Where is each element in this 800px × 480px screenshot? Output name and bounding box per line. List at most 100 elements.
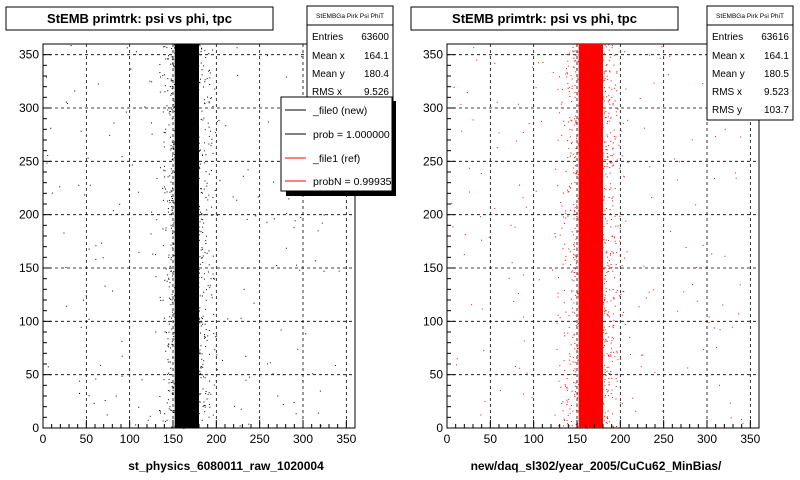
scatter-point bbox=[198, 239, 200, 241]
scatter-point bbox=[213, 332, 215, 334]
scatter-point bbox=[603, 234, 605, 236]
scatter-point bbox=[568, 147, 570, 149]
scatter-point bbox=[653, 82, 655, 84]
scatter-point bbox=[210, 145, 212, 147]
scatter-point bbox=[198, 150, 200, 152]
scatter-point bbox=[607, 145, 609, 147]
scatter-point bbox=[198, 269, 200, 271]
scatter-point bbox=[606, 421, 608, 423]
scatter-point bbox=[167, 78, 169, 80]
scatter-point bbox=[207, 271, 209, 273]
scatter-point bbox=[606, 416, 608, 418]
scatter-point bbox=[572, 307, 574, 309]
scatter-point bbox=[604, 79, 606, 81]
left-y-axis-ticks: 0 50 100 150 200 250 300 350 bbox=[19, 48, 51, 435]
scatter-point bbox=[606, 208, 608, 210]
scatter-point bbox=[611, 235, 613, 237]
scatter-point bbox=[627, 162, 629, 164]
scatter-point bbox=[199, 211, 201, 213]
scatter-point bbox=[205, 154, 207, 156]
left-chart-title: StEMB primtrk: psi vs phi, tpc bbox=[47, 11, 232, 26]
scatter-point bbox=[173, 64, 175, 66]
scatter-point bbox=[168, 58, 170, 60]
scatter-point bbox=[605, 338, 607, 340]
scatter-point bbox=[210, 393, 212, 395]
scatter-point bbox=[301, 56, 303, 58]
x-tick-label: 350 bbox=[336, 432, 356, 446]
scatter-point bbox=[609, 71, 611, 73]
scatter-point bbox=[610, 342, 612, 344]
scatter-point bbox=[571, 390, 573, 392]
scatter-point bbox=[167, 109, 169, 111]
scatter-point bbox=[638, 306, 640, 308]
scatter-point bbox=[608, 326, 610, 328]
scatter-point bbox=[603, 301, 605, 303]
scatter-point bbox=[162, 420, 164, 422]
scatter-point bbox=[577, 397, 579, 399]
scatter-point bbox=[612, 147, 614, 149]
scatter-point bbox=[47, 366, 49, 368]
scatter-point bbox=[574, 361, 576, 363]
scatter-point bbox=[611, 389, 613, 391]
scatter-point bbox=[46, 162, 48, 164]
scatter-point bbox=[167, 55, 169, 57]
scatter-point bbox=[575, 255, 577, 257]
scatter-point bbox=[571, 290, 573, 292]
scatter-point bbox=[562, 401, 564, 403]
scatter-point bbox=[608, 355, 610, 357]
scatter-point bbox=[206, 185, 208, 187]
scatter-point bbox=[620, 333, 622, 335]
scatter-point bbox=[620, 427, 622, 429]
scatter-point bbox=[245, 355, 247, 357]
scatter-point bbox=[735, 177, 737, 179]
scatter-point bbox=[202, 363, 204, 365]
scatter-point bbox=[574, 157, 576, 159]
scatter-point bbox=[571, 100, 573, 102]
scatter-point bbox=[130, 68, 132, 70]
scatter-point bbox=[170, 409, 172, 411]
scatter-point bbox=[172, 182, 174, 184]
scatter-point bbox=[211, 297, 213, 299]
scatter-point bbox=[739, 284, 741, 286]
scatter-point bbox=[605, 310, 607, 312]
scatter-point bbox=[234, 405, 236, 407]
scatter-point bbox=[266, 55, 268, 57]
scatter-point bbox=[172, 64, 174, 66]
scatter-point bbox=[552, 269, 554, 271]
scatter-point bbox=[171, 155, 173, 157]
scatter-point bbox=[577, 383, 579, 385]
scatter-point bbox=[163, 379, 165, 381]
scatter-point bbox=[615, 398, 617, 400]
scatter-point bbox=[164, 46, 166, 48]
scatter-point bbox=[200, 50, 202, 52]
scatter-point bbox=[170, 190, 172, 192]
scatter-point bbox=[575, 148, 577, 150]
scatter-point bbox=[605, 375, 607, 377]
scatter-point bbox=[285, 247, 287, 249]
y-tick-label: 200 bbox=[19, 208, 39, 222]
scatter-point bbox=[159, 395, 161, 397]
scatter-point bbox=[606, 417, 608, 419]
scatter-point bbox=[171, 427, 173, 429]
scatter-point bbox=[171, 299, 173, 301]
scatter-point bbox=[205, 235, 207, 237]
scatter-point bbox=[649, 166, 651, 168]
scatter-point bbox=[567, 65, 569, 67]
scatter-point bbox=[173, 409, 175, 411]
scatter-point bbox=[168, 382, 170, 384]
scatter-point bbox=[609, 167, 611, 169]
scatter-point bbox=[562, 192, 564, 194]
x-tick-label: 0 bbox=[40, 432, 47, 446]
scatter-point bbox=[603, 419, 605, 421]
scatter-point bbox=[199, 307, 201, 309]
scatter-point bbox=[577, 51, 579, 53]
scatter-point bbox=[170, 409, 172, 411]
scatter-point bbox=[319, 390, 321, 392]
scatter-point bbox=[207, 199, 209, 201]
scatter-point bbox=[614, 54, 616, 56]
scatter-point bbox=[460, 103, 462, 105]
scatter-point bbox=[208, 403, 210, 405]
scatter-point bbox=[169, 390, 171, 392]
scatter-point bbox=[293, 401, 295, 403]
scatter-point bbox=[510, 224, 512, 226]
